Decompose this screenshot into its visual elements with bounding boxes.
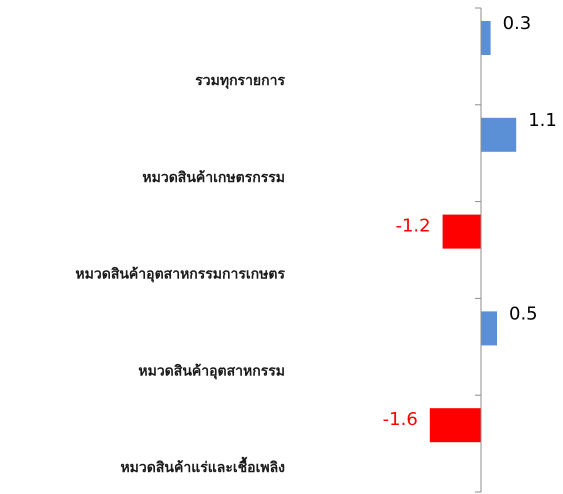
data-label: 0.3 [503, 13, 532, 34]
value-labels-group: 0.3 1.1 -1.2 0.5 -1.6 [383, 13, 557, 430]
bars-group [429, 21, 517, 443]
category-label: หมวดสินค้าอุตสาหกรรมการเกษตร [75, 267, 285, 283]
category-label: หมวดสินค้าอุตสาหกรรม [138, 363, 285, 379]
data-label: 1.1 [528, 110, 557, 131]
bar [429, 408, 481, 443]
category-label: หมวดสินค้าแร่และเชื้อเพลิง [120, 456, 285, 476]
bar [442, 214, 481, 249]
category-label: หมวดสินค้าเกษตรกรรม [142, 170, 285, 186]
data-label: -1.6 [383, 409, 418, 430]
data-label: 0.5 [509, 303, 538, 324]
bar [481, 117, 517, 152]
bar [481, 21, 491, 55]
data-label: -1.2 [395, 216, 430, 237]
bar [481, 311, 497, 346]
axis-ticks-group [475, 7, 481, 493]
category-label: รวมทุกรายการ [195, 73, 285, 89]
category-labels-group: รวมทุกรายการหมวดสินค้าเกษตรกรรมหมวดสินค้… [75, 73, 285, 476]
